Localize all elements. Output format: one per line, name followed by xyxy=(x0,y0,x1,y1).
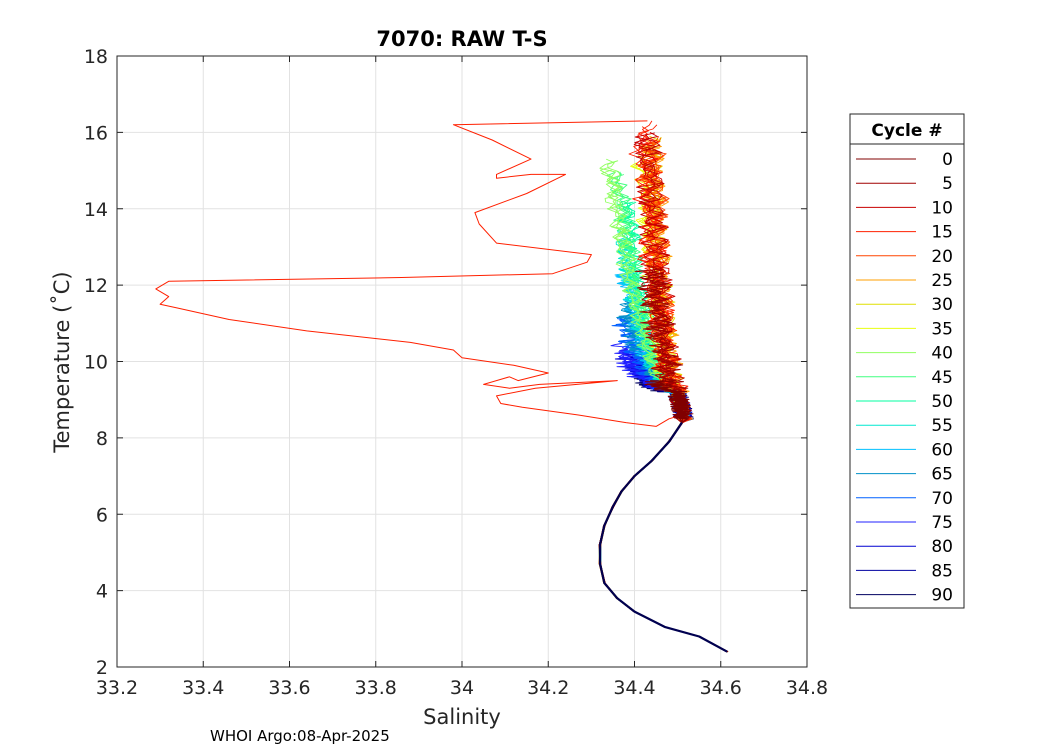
legend-item: 0 xyxy=(856,150,953,170)
y-tick-label: 2 xyxy=(96,657,108,679)
legend-box xyxy=(849,113,965,609)
legend-label: 40 xyxy=(931,344,953,364)
legend-item: 15 xyxy=(856,223,953,243)
legend-item: 5 xyxy=(856,174,953,194)
x-tick-label: 34.8 xyxy=(786,677,828,699)
x-tick-label: 34.6 xyxy=(700,677,742,699)
legend-item: 70 xyxy=(856,489,953,509)
legend-item: 65 xyxy=(856,465,953,485)
legend-item: 50 xyxy=(856,392,953,412)
legend-item: 25 xyxy=(856,271,953,291)
legend-label: 50 xyxy=(931,392,953,412)
x-tick-label: 33.2 xyxy=(96,677,138,699)
y-axis-label: Temperature (˚C) xyxy=(50,271,74,453)
x-axis-label: Salinity xyxy=(423,705,501,729)
x-tick-label: 34.4 xyxy=(613,677,655,699)
legend-item: 45 xyxy=(856,368,953,388)
legend-item: 90 xyxy=(856,586,953,606)
legend-label: 15 xyxy=(931,223,953,243)
x-tick-label: 33.4 xyxy=(182,677,224,699)
y-tick-label: 14 xyxy=(84,199,108,221)
legend-item: 40 xyxy=(856,344,953,364)
x-tick-label: 34 xyxy=(450,677,474,699)
legend-item: 85 xyxy=(856,561,953,581)
y-tick-label: 16 xyxy=(84,122,108,144)
y-tick-label: 12 xyxy=(84,275,108,297)
legend-item: 10 xyxy=(856,198,953,218)
legend-item: 55 xyxy=(856,416,953,436)
legend-label: 55 xyxy=(931,416,953,436)
legend-label: 10 xyxy=(931,198,953,218)
x-tick-label: 34.2 xyxy=(527,677,569,699)
legend-label: 20 xyxy=(931,247,953,267)
y-tick-label: 4 xyxy=(96,581,108,603)
footer-text: WHOI Argo:08-Apr-2025 xyxy=(210,727,390,745)
legend-label: 85 xyxy=(931,561,953,581)
legend-label: 0 xyxy=(942,150,953,170)
legend-label: 35 xyxy=(931,319,953,339)
legend-item: 35 xyxy=(856,319,953,339)
y-tick-label: 18 xyxy=(84,46,108,68)
legend-item: 20 xyxy=(856,247,953,267)
y-tick-label: 6 xyxy=(96,504,108,526)
series-line xyxy=(599,391,727,653)
legend: Cycle #0 5 10 15 20 25 30 35 40 45 50 55 60 65 70 75 80 8… xyxy=(849,113,965,609)
legend-label: 25 xyxy=(931,271,953,291)
y-tick-label: 10 xyxy=(84,352,108,374)
deep-profile-line xyxy=(598,421,728,653)
x-tick-label: 33.6 xyxy=(268,677,310,699)
legend-label: 5 xyxy=(942,174,953,194)
legend-label: 60 xyxy=(931,440,953,460)
chart-title: 7070: RAW T-S xyxy=(376,27,547,51)
legend-label: 45 xyxy=(931,368,953,388)
legend-label: 90 xyxy=(931,586,953,606)
legend-label: 30 xyxy=(931,295,953,315)
legend-label: 65 xyxy=(931,465,953,485)
legend-label: 75 xyxy=(931,513,953,533)
x-tick-label: 33.8 xyxy=(355,677,397,699)
series-0 xyxy=(599,380,728,653)
legend-title: Cycle # xyxy=(871,121,942,141)
plot-area: 33.2 33.4 33.6 33.8 34 34.2 34.4 34.6 34.8 2 4 6 8 10… xyxy=(84,46,828,699)
legend-label: 80 xyxy=(931,537,953,557)
legend-item: 60 xyxy=(856,440,953,460)
legend-item: 75 xyxy=(856,513,953,533)
y-tick-label: 8 xyxy=(96,428,108,450)
anomaly-line xyxy=(155,120,683,427)
legend-item: 80 xyxy=(856,537,953,557)
legend-item: 30 xyxy=(856,295,953,315)
legend-label: 70 xyxy=(931,489,953,509)
